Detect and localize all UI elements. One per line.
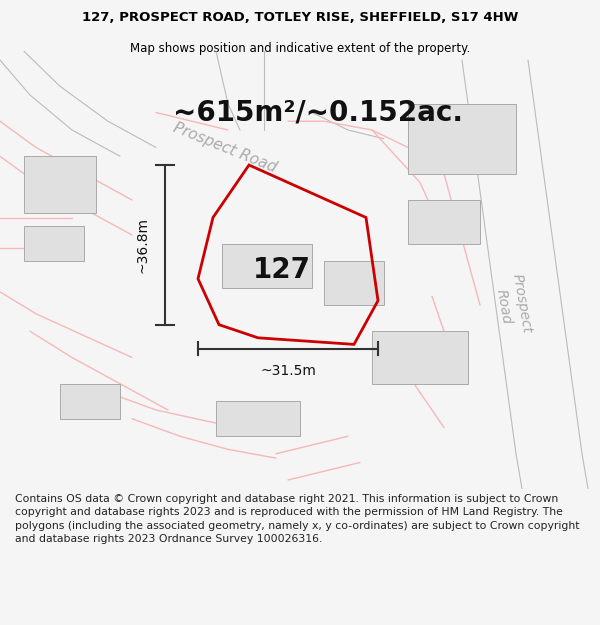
Text: Contains OS data © Crown copyright and database right 2021. This information is : Contains OS data © Crown copyright and d… bbox=[15, 494, 580, 544]
Text: ~31.5m: ~31.5m bbox=[260, 364, 316, 378]
Polygon shape bbox=[24, 156, 96, 213]
Text: Map shows position and indicative extent of the property.: Map shows position and indicative extent… bbox=[130, 42, 470, 55]
Text: ~615m²/~0.152ac.: ~615m²/~0.152ac. bbox=[173, 99, 463, 126]
Text: 127, PROSPECT ROAD, TOTLEY RISE, SHEFFIELD, S17 4HW: 127, PROSPECT ROAD, TOTLEY RISE, SHEFFIE… bbox=[82, 11, 518, 24]
Text: Prospect
Road: Prospect Road bbox=[492, 272, 534, 338]
Polygon shape bbox=[24, 226, 84, 261]
Polygon shape bbox=[408, 104, 516, 174]
Polygon shape bbox=[408, 200, 480, 244]
Text: Prospect Road: Prospect Road bbox=[171, 120, 279, 175]
Polygon shape bbox=[60, 384, 120, 419]
Polygon shape bbox=[324, 261, 384, 305]
Polygon shape bbox=[372, 331, 468, 384]
Text: 127: 127 bbox=[253, 256, 311, 284]
Polygon shape bbox=[222, 244, 312, 288]
Polygon shape bbox=[216, 401, 300, 436]
Text: ~36.8m: ~36.8m bbox=[136, 217, 150, 273]
